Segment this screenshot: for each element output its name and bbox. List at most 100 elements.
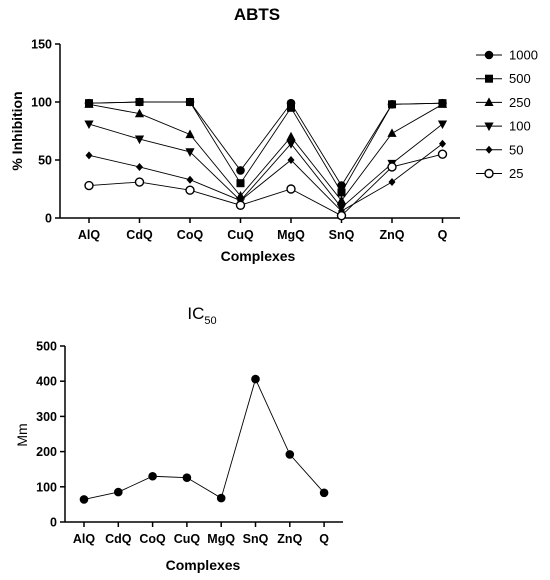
- abts-point-50-coq: [186, 175, 194, 184]
- ic50-x-tick-label-cuq: CuQ: [174, 532, 201, 546]
- abts-point-250-mgq: [286, 131, 296, 141]
- abts-legend-item-25-marker: [484, 168, 494, 179]
- abts-series-250: [84, 99, 448, 205]
- abts-chart-title: ABTS: [234, 5, 280, 24]
- ic50-x-axis: AlQ CdQ CoQ CuQ MgQ SnQ ZnQ Q: [65, 521, 343, 546]
- ic50-y-tick-label-200: 200: [36, 445, 57, 459]
- abts-legend-item-100-label: 100: [509, 119, 531, 134]
- ic50-x-tick-label-znq: ZnQ: [277, 532, 302, 546]
- ic50-x-tick-label-snq: SnQ: [243, 532, 269, 546]
- ic50-chart-title: IC50: [187, 304, 216, 327]
- abts-legend-item-250: 250: [476, 95, 531, 110]
- abts-point-25-alq: [84, 180, 94, 191]
- abts-point-50-q: [439, 139, 446, 148]
- abts-legend-item-25: 25: [476, 166, 523, 181]
- abts-point-100-q: [437, 120, 448, 130]
- ic50-x-tick-label-q: Q: [319, 532, 329, 546]
- abts-point-250-znq: [387, 128, 397, 137]
- abts-legend-item-250-label: 250: [509, 95, 531, 110]
- abts-legend-item-500: 500: [476, 71, 531, 86]
- abts-y-axis-label: % Inhibition: [9, 91, 25, 170]
- ic50-x-tick-label-mgq: MgQ: [207, 532, 235, 546]
- ic50-y-tick-label-400: 400: [36, 375, 57, 389]
- ic50-point-1-coq: [148, 471, 157, 481]
- abts-point-500-cdq: [135, 98, 144, 106]
- abts-point-1000-cuq: [236, 166, 245, 175]
- abts-point-50-alq: [85, 151, 93, 160]
- ic50-x-tick-label-alq: AlQ: [73, 532, 96, 546]
- abts-point-500-znq: [388, 100, 396, 109]
- abts-legend-item-1000-marker: [484, 50, 494, 60]
- abts-point-50-znq: [388, 178, 396, 187]
- abts-point-100-alq: [84, 120, 94, 130]
- abts-x-tick-label-coq: CoQ: [177, 228, 204, 242]
- abts-x-tick-label-cuq: CuQ: [227, 228, 254, 242]
- ic50-point-1-snq: [251, 374, 260, 384]
- abts-point-250-coq: [185, 129, 195, 139]
- abts-x-tick-label-cdq: CdQ: [126, 228, 153, 242]
- abts-series-25: [84, 149, 448, 221]
- abts-series-250-line: [88, 103, 443, 202]
- abts-legend-item-1000-label: 1000: [509, 48, 538, 63]
- abts-y-tick-label-0: 0: [45, 212, 52, 226]
- abts-point-25-snq: [336, 210, 347, 221]
- ic50-point-1-cdq: [114, 487, 123, 497]
- ic50-point-1-alq: [79, 495, 89, 504]
- ic50-point-1-cuq: [182, 473, 192, 482]
- abts-x-tick-label-q: Q: [438, 228, 448, 242]
- abts-legend-item-100: 100: [476, 119, 531, 134]
- abts-series-25-line: [88, 153, 443, 217]
- ic50-x-axis-label: Complexes: [166, 557, 241, 573]
- abts-x-tick-label-snq: SnQ: [329, 228, 355, 242]
- abts-chart: ABTS 0 50 100 150 AlQ CdQ CoQ CuQ MgQ SnQ ZnQ Q % …: [9, 5, 538, 264]
- abts-point-25-cdq: [134, 177, 145, 187]
- abts-point-500-snq: [337, 188, 346, 197]
- abts-point-500-cuq: [236, 179, 245, 188]
- abts-legend-item-500-marker: [485, 74, 493, 83]
- abts-legend-item-50: 50: [476, 142, 523, 157]
- ic50-y-axis-label: Mm: [14, 423, 30, 446]
- abts-x-axis: AlQ CdQ CoQ CuQ MgQ SnQ ZnQ Q: [60, 217, 460, 242]
- ic50-y-tick-label-500: 500: [36, 340, 57, 354]
- abts-point-25-coq: [185, 185, 195, 195]
- abts-y-tick-label-100: 100: [31, 96, 52, 110]
- abts-legend-item-50-label: 50: [509, 142, 523, 157]
- ic50-chart: IC50 0 100 200 300 400 500 AlQ CdQ CoQ CuQ MgQ SnQ…: [14, 304, 343, 573]
- ic50-y-axis: 0 100 200 300 400 500: [36, 340, 66, 530]
- abts-point-1000-snq: [337, 181, 346, 190]
- abts-point-100-mgq: [286, 140, 296, 149]
- ic50-title-subscript: 50: [204, 315, 216, 327]
- abts-y-tick-label-150: 150: [31, 38, 52, 52]
- abts-legend-item-500-label: 500: [509, 71, 531, 86]
- abts-point-25-znq: [387, 162, 397, 172]
- ic50-y-tick-label-0: 0: [50, 516, 57, 530]
- abts-point-250-snq: [336, 195, 347, 205]
- ic50-x-tick-label-coq: CoQ: [139, 532, 166, 546]
- ic50-point-1-znq: [285, 450, 295, 459]
- abts-legend-item-1000: 1000: [476, 48, 538, 63]
- abts-legend-item-250-marker: [484, 97, 494, 106]
- abts-series-group: [84, 97, 448, 221]
- abts-point-50-cdq: [136, 162, 143, 171]
- abts-point-500-coq: [186, 98, 194, 106]
- abts-point-50-mgq: [287, 156, 295, 164]
- abts-legend-item-25-label: 25: [509, 166, 523, 181]
- abts-point-100-cdq: [134, 135, 145, 145]
- abts-y-axis: 0 50 100 150: [31, 38, 61, 226]
- ic50-series-1: [79, 374, 329, 504]
- ic50-series-group: [79, 374, 329, 504]
- abts-point-100-coq: [185, 148, 195, 157]
- abts-series-500-line: [88, 101, 443, 194]
- abts-series-50: [85, 139, 446, 216]
- abts-series-50-line: [88, 143, 443, 212]
- abts-legend: 1000 500 250 100 50 25: [476, 48, 538, 181]
- ic50-x-tick-label-cdq: CdQ: [105, 532, 132, 546]
- abts-x-tick-label-mgq: MgQ: [277, 228, 305, 242]
- ic50-y-tick-label-100: 100: [36, 480, 57, 494]
- ic50-y-tick-label-300: 300: [36, 410, 57, 424]
- abts-point-25-mgq: [286, 184, 296, 194]
- abts-x-tick-label-alq: AlQ: [78, 228, 101, 242]
- abts-legend-item-50-marker: [485, 145, 493, 154]
- abts-point-250-q: [437, 99, 448, 108]
